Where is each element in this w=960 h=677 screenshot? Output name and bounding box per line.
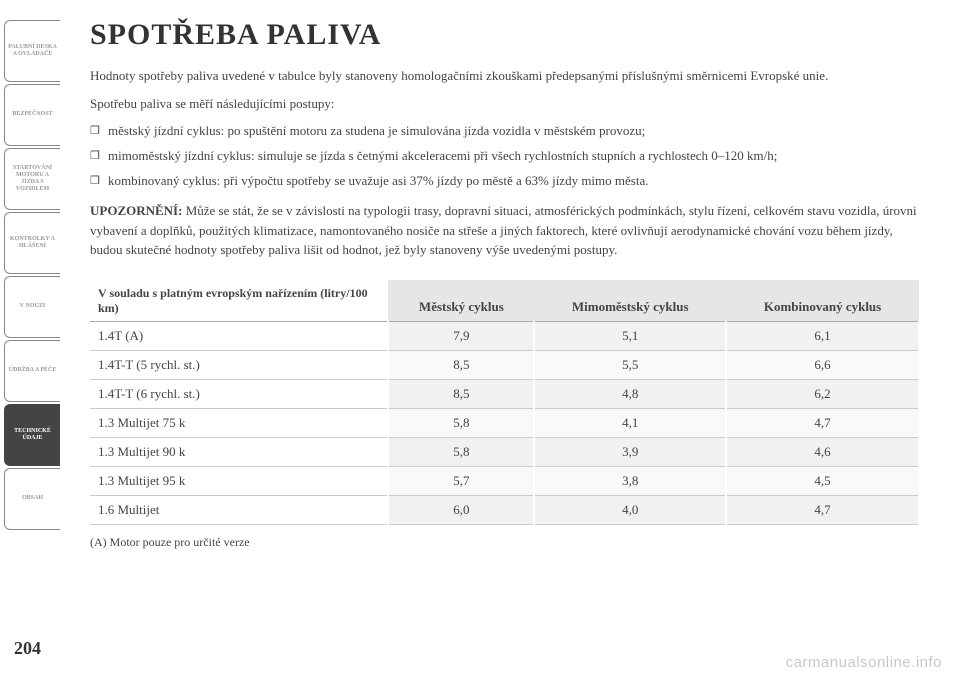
cell-value: 3,9 — [534, 438, 726, 467]
intro-paragraph-1: Hodnoty spotřeby paliva uvedené v tabulc… — [90, 66, 920, 86]
table-row: 1.6 Multijet6,04,04,7 — [90, 496, 919, 525]
sidebar-tab-7[interactable]: OBSAH — [4, 468, 60, 530]
row-label: 1.3 Multijet 75 k — [90, 409, 388, 438]
col-header-city: Městský cyklus — [388, 280, 534, 322]
sidebar-tab-2[interactable]: STARTOVÁNÍ MOTORU A JÍZDA S VOZIDLEM — [4, 148, 60, 210]
cell-value: 4,0 — [534, 496, 726, 525]
cell-value: 4,6 — [726, 438, 919, 467]
cell-value: 4,7 — [726, 496, 919, 525]
bullet-item: městský jízdní cyklus: po spuštění motor… — [90, 121, 920, 142]
row-label: 1.6 Multijet — [90, 496, 388, 525]
page-number: 204 — [14, 638, 41, 659]
cell-value: 5,1 — [534, 322, 726, 351]
cell-value: 4,7 — [726, 409, 919, 438]
cell-value: 8,5 — [388, 351, 534, 380]
page-title: SPOTŘEBA PALIVA — [90, 18, 920, 52]
cell-value: 5,7 — [388, 467, 534, 496]
watermark: carmanualsonline.info — [786, 654, 942, 671]
cell-value: 4,1 — [534, 409, 726, 438]
table-row: 1.4T (A)7,95,16,1 — [90, 322, 919, 351]
cell-value: 4,8 — [534, 380, 726, 409]
cell-value: 5,5 — [534, 351, 726, 380]
warning-paragraph: UPOZORNĚNÍ: Může se stát, že se v závisl… — [90, 201, 920, 260]
col-header-extra-urban: Mimoměstský cyklus — [534, 280, 726, 322]
cell-value: 3,8 — [534, 467, 726, 496]
col-header-combined: Kombinovaný cyklus — [726, 280, 919, 322]
sidebar-tab-3[interactable]: KONTROLKY A HLÁŠENÍ — [4, 212, 60, 274]
cell-value: 6,0 — [388, 496, 534, 525]
cell-value: 4,5 — [726, 467, 919, 496]
row-label: 1.4T-T (6 rychl. st.) — [90, 380, 388, 409]
cell-value: 5,8 — [388, 409, 534, 438]
cell-value: 6,1 — [726, 322, 919, 351]
cell-value: 6,2 — [726, 380, 919, 409]
table-row: 1.4T-T (6 rychl. st.)8,54,86,2 — [90, 380, 919, 409]
sidebar-tab-0[interactable]: PALUBNÍ DESKA A OVLADAČE — [4, 20, 60, 82]
bullet-item: mimoměstský jízdní cyklus: simuluje se j… — [90, 146, 920, 167]
intro-paragraph-2: Spotřebu paliva se měří následujícími po… — [90, 94, 920, 114]
warning-label: UPOZORNĚNÍ: — [90, 203, 182, 218]
row-label: 1.4T (A) — [90, 322, 388, 351]
cell-value: 6,6 — [726, 351, 919, 380]
table-row: 1.4T-T (5 rychl. st.)8,55,56,6 — [90, 351, 919, 380]
sidebar-tab-4[interactable]: V NOUZI — [4, 276, 60, 338]
cell-value: 5,8 — [388, 438, 534, 467]
table-row: 1.3 Multijet 95 k5,73,84,5 — [90, 467, 919, 496]
row-label: 1.3 Multijet 90 k — [90, 438, 388, 467]
row-label: 1.3 Multijet 95 k — [90, 467, 388, 496]
table-footnote: (A) Motor pouze pro určité verze — [90, 533, 920, 551]
fuel-consumption-table: V souladu s platným evropským nařízením … — [90, 280, 920, 525]
sidebar-tab-6[interactable]: TECHNICKÉ ÚDAJE — [4, 404, 60, 466]
table-row: 1.3 Multijet 75 k5,84,14,7 — [90, 409, 919, 438]
warning-text: Může se stát, že se v závislosti na typo… — [90, 203, 917, 257]
cell-value: 7,9 — [388, 322, 534, 351]
row-label: 1.4T-T (5 rychl. st.) — [90, 351, 388, 380]
sidebar-tab-1[interactable]: BEZPEČNOST — [4, 84, 60, 146]
table-row: 1.3 Multijet 90 k5,83,94,6 — [90, 438, 919, 467]
sidebar-tab-5[interactable]: ÚDRŽBA A PÉČE — [4, 340, 60, 402]
table-caption: V souladu s platným evropským nařízením … — [90, 280, 388, 322]
bullet-item: kombinovaný cyklus: při výpočtu spotřeby… — [90, 171, 920, 192]
cell-value: 8,5 — [388, 380, 534, 409]
bullet-list: městský jízdní cyklus: po spuštění motor… — [90, 121, 920, 191]
